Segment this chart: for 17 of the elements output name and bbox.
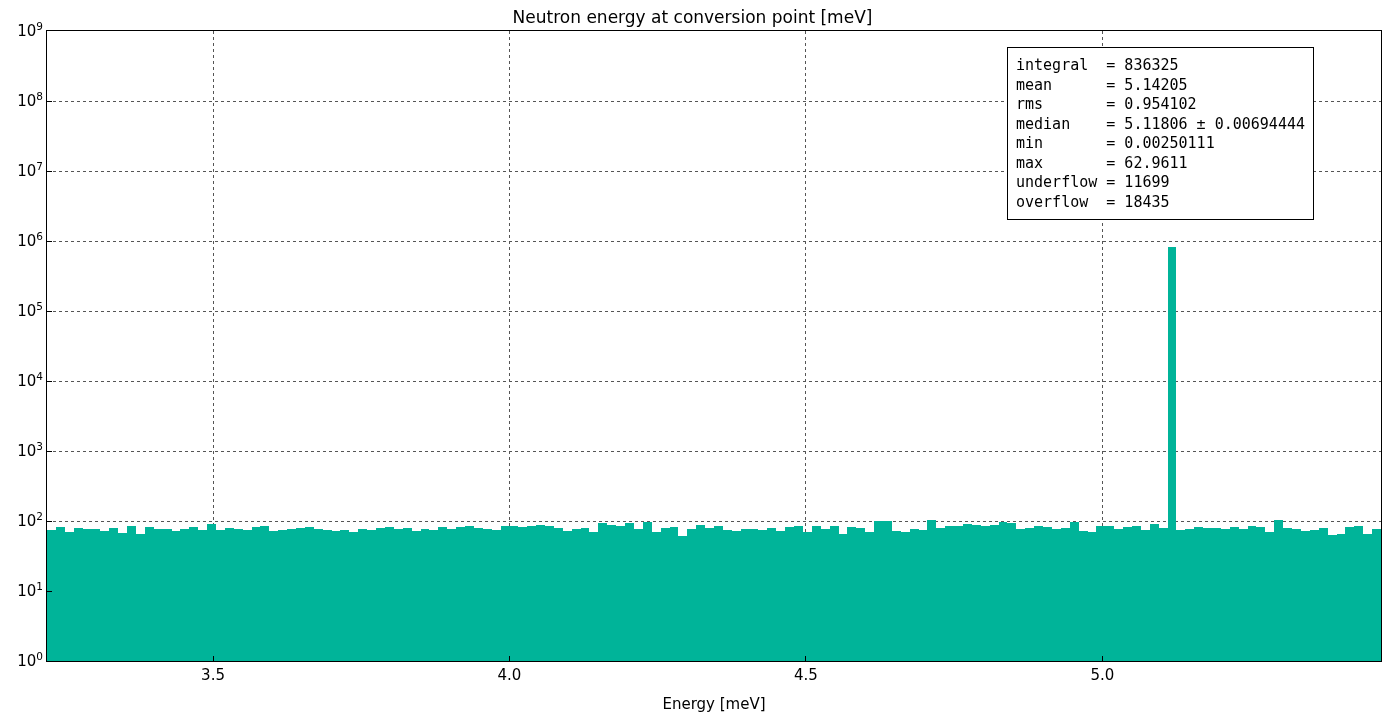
y-tick-label: 10$^{7}$: [17, 159, 43, 181]
x-tick-label: 3.5: [201, 666, 225, 684]
y-tick-label: 10$^{9}$: [17, 19, 43, 41]
y-tick-label: 10$^{1}$: [17, 579, 43, 601]
y-tick-label: 10$^{4}$: [17, 369, 44, 391]
x-tick-label: 4.0: [497, 666, 522, 684]
y-tick-label: 10$^{2}$: [17, 509, 43, 531]
y-tick-label: 10$^{3}$: [17, 439, 43, 461]
x-axis-title: Energy [meV]: [662, 695, 766, 713]
y-tick-label: 10$^{6}$: [17, 229, 44, 251]
y-tick-label: 10$^{8}$: [17, 89, 43, 111]
chart-title: Neutron energy at conversion point [meV]: [512, 6, 873, 27]
y-tick-label: 10$^{0}$: [17, 649, 43, 671]
x-tick-label: 4.5: [793, 666, 818, 684]
y-tick-label: 10$^{5}$: [17, 299, 43, 321]
x-tick-label: 5.0: [1090, 666, 1115, 684]
annotation: integral = 836325 mean = 5.14205 rms = 0.954102 median = 5.11806 ± 0.00694444 min = 0.00250111 max = 62.9611 underflow = 11699 overflow = 18435: [1016, 56, 1305, 211]
